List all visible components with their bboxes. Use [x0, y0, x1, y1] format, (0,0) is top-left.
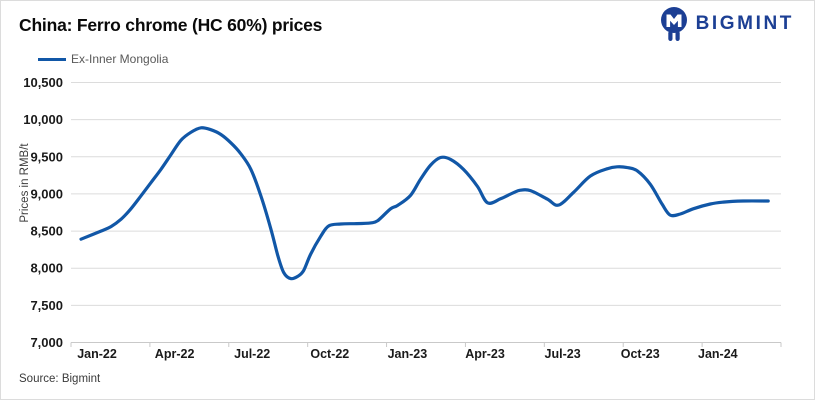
- y-axis-tick-label: 7,500: [30, 298, 63, 313]
- y-axis-tick-label: 10,500: [23, 75, 63, 90]
- legend-line-swatch: [38, 57, 66, 61]
- y-axis-tick-label: 8,500: [30, 224, 63, 239]
- x-axis-tick-label: Jan-24: [698, 347, 738, 361]
- bigmint-logo-text: BIGMINT: [695, 13, 794, 34]
- y-axis-title: Prices in RMB/t: [19, 143, 31, 223]
- x-axis-tick-label: Jul-23: [545, 347, 581, 361]
- y-axis-tick-label: 8,000: [30, 261, 63, 276]
- y-axis-tick-label: 7,000: [30, 335, 63, 350]
- bigmint-logo: BIGMINT: [659, 6, 794, 42]
- source-note: Source: Bigmint: [19, 373, 101, 385]
- x-axis-tick-label: Jan-23: [388, 347, 428, 361]
- bigmint-logo-icon: [660, 7, 687, 41]
- x-axis-tick-label: Jul-22: [234, 347, 270, 361]
- y-axis-tick-label: 9,000: [30, 186, 63, 201]
- x-axis-tick-label: Oct-22: [310, 347, 349, 361]
- x-axis-tick-label: Jan-22: [77, 347, 117, 361]
- legend-label: Ex-Inner Mongolia: [71, 52, 169, 66]
- series-line-ex-inner-mongolia: [79, 126, 770, 281]
- y-axis-tick-label: 10,000: [23, 112, 63, 127]
- x-axis-tick-label: Oct-23: [621, 347, 660, 361]
- x-axis-tick-label: Apr-23: [465, 347, 505, 361]
- legend: Ex-Inner Mongolia: [38, 52, 168, 66]
- page-title: China: Ferro chrome (HC 60%) prices: [19, 15, 323, 35]
- x-axis-tick-label: Apr-22: [155, 347, 195, 361]
- y-axis-tick-label: 9,500: [30, 149, 63, 164]
